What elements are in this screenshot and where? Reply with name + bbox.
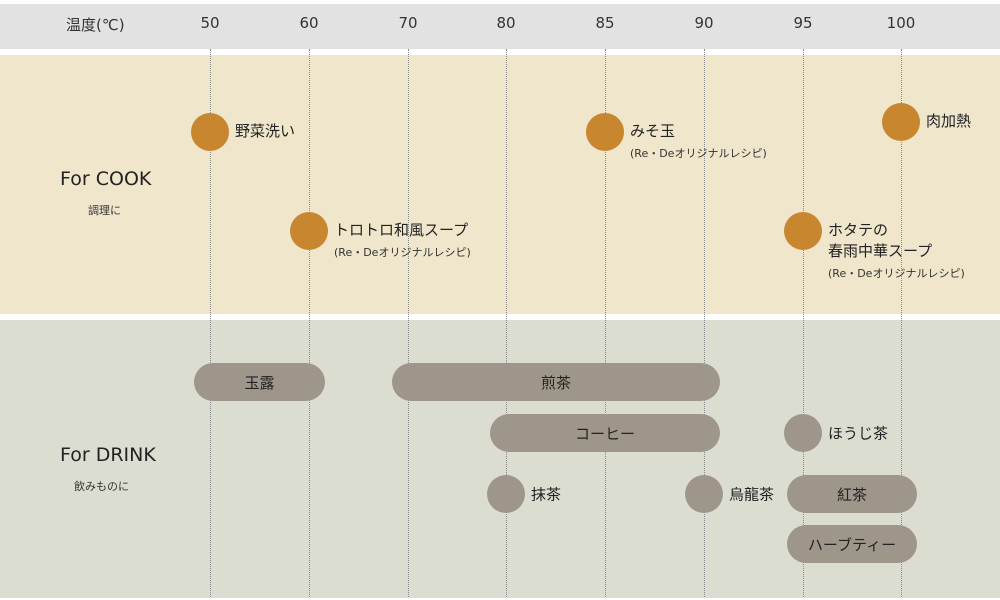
tick-label-50: 50	[200, 14, 220, 32]
tick-label-90: 90	[694, 14, 714, 32]
drink-range-bar: コーヒー	[490, 414, 720, 452]
drink-item-label: 抹茶	[531, 485, 562, 504]
tick-label-60: 60	[299, 14, 319, 32]
tick-label-100: 100	[886, 14, 916, 32]
drink-item-label: ハーブティー	[807, 535, 897, 554]
drink-range-bar: 玉露	[194, 363, 325, 401]
cook-item-name: 春雨中華スープ	[828, 242, 933, 260]
drink-item-label: コーヒー	[574, 424, 635, 443]
cook-item-name: 野菜洗い	[235, 122, 296, 140]
gridline-85	[605, 49, 606, 597]
drink-marker	[685, 475, 723, 513]
axis-title: 温度(℃)	[66, 16, 125, 34]
drink-section-subtitle: 飲みものに	[74, 480, 129, 493]
drink-item-label: 煎茶	[540, 373, 571, 392]
cook-item-note: (Re・Deオリジナルレシピ)	[334, 246, 471, 259]
gridline-90	[704, 49, 705, 597]
tick-label-95: 95	[793, 14, 813, 32]
gridline-70	[408, 49, 409, 597]
cook-section-band	[0, 55, 1000, 314]
gridline-60	[309, 49, 310, 597]
drink-marker	[487, 475, 525, 513]
drink-item-label: 烏龍茶	[729, 485, 775, 504]
cook-marker	[290, 212, 328, 250]
gridline-50	[210, 49, 211, 597]
cook-item-name: 肉加熱	[926, 112, 972, 130]
cook-marker	[191, 113, 229, 151]
gridline-100	[901, 49, 902, 597]
drink-item-label: ほうじ茶	[828, 424, 889, 443]
cook-item-name: みそ玉	[630, 122, 676, 140]
gridline-95	[803, 49, 804, 597]
cook-item-note: (Re・Deオリジナルレシピ)	[630, 147, 767, 160]
cook-item-note: (Re・Deオリジナルレシピ)	[828, 267, 965, 280]
tick-label-70: 70	[398, 14, 418, 32]
drink-item-label: 紅茶	[836, 485, 867, 504]
drink-range-bar: ハーブティー	[787, 525, 917, 563]
drink-range-bar: 紅茶	[787, 475, 917, 513]
cook-section-title: For COOK	[60, 168, 152, 190]
cook-item-name: ホタテの	[828, 221, 889, 239]
cook-marker	[586, 113, 624, 151]
drink-marker	[784, 414, 822, 452]
cook-item-label: 肉加熱	[926, 111, 971, 132]
cook-item-label: トロトロ和風スープ (Re・Deオリジナルレシピ)	[334, 220, 471, 263]
cook-item-label: みそ玉 (Re・Deオリジナルレシピ)	[630, 121, 767, 164]
drink-item-label: 玉露	[244, 373, 275, 392]
drink-section-title: For DRINK	[60, 444, 156, 466]
cook-marker	[882, 103, 920, 141]
tick-label-80: 80	[496, 14, 516, 32]
cook-item-label: ホタテの春雨中華スープ (Re・Deオリジナルレシピ)	[828, 220, 965, 284]
cook-marker	[784, 212, 822, 250]
cook-item-label: 野菜洗い	[235, 121, 295, 142]
axis-header-band	[0, 4, 1000, 49]
gridline-80	[506, 49, 507, 597]
cook-item-name: トロトロ和風スープ	[334, 221, 469, 239]
drink-range-bar: 煎茶	[392, 363, 720, 401]
cook-section-subtitle: 調理に	[88, 204, 121, 217]
tick-label-85: 85	[595, 14, 615, 32]
